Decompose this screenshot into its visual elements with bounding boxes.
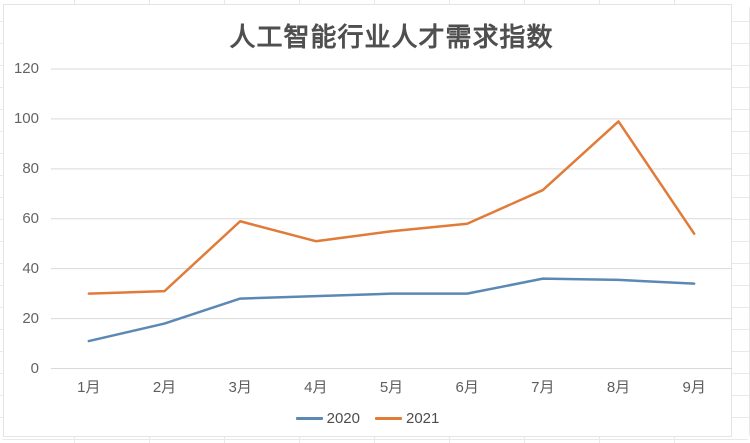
chart-card: 人工智能行业人才需求指数 2020 2021 0 20 40 60 80 100 120 1月… [3,4,732,437]
x-axis-tick-label: 6月 [455,379,479,396]
legend-item-2021: 2021 [375,410,439,427]
y-axis-tick-label: 80 [22,159,39,177]
y-axis-tick-label: 20 [22,309,39,327]
legend-item-2020: 2020 [295,409,360,427]
y-axis-tick-label: 0 [30,359,39,377]
series-line-2020 [87,277,696,343]
x-axis-tick-label: 1月 [77,379,101,396]
x-axis-tick-label: 8月 [606,379,631,396]
legend-label-2020: 2020 [326,409,360,427]
plot-area [51,68,732,369]
y-axis-tick-label: 120 [13,60,39,77]
x-axis-tick-label: 5月 [379,379,404,396]
y-axis-tick-label: 60 [22,209,39,227]
y-axis-tick-label: 40 [22,259,39,277]
y-axis-tick-label: 100 [13,109,39,127]
legend-label-2021: 2021 [406,409,440,427]
x-axis-tick-label: 4月 [304,379,328,396]
series-line-2021 [87,120,696,295]
legend-swatch-2020 [295,416,323,420]
legend-swatch-2021 [375,416,402,420]
x-axis-tick-label: 9月 [682,379,706,396]
x-axis-tick-label: 2月 [152,379,177,396]
chart-legend: 2020 2021 [4,408,731,428]
x-axis-tick-label: 3月 [228,379,252,396]
x-axis-tick-label: 7月 [531,379,555,396]
chart-title: 人工智能行业人才需求指数 [229,22,554,52]
